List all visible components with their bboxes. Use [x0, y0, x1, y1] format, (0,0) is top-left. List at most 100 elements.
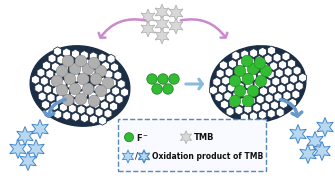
Polygon shape [47, 93, 55, 102]
Polygon shape [253, 103, 261, 112]
Polygon shape [71, 49, 79, 58]
Polygon shape [10, 139, 26, 159]
Polygon shape [99, 77, 107, 86]
Polygon shape [262, 102, 270, 111]
Polygon shape [98, 116, 106, 125]
Polygon shape [92, 99, 99, 108]
Polygon shape [241, 50, 249, 59]
Circle shape [82, 63, 94, 75]
Polygon shape [41, 77, 48, 85]
Polygon shape [233, 90, 241, 99]
Polygon shape [78, 66, 86, 75]
Polygon shape [271, 101, 279, 110]
Polygon shape [51, 101, 58, 111]
Polygon shape [58, 79, 66, 88]
Polygon shape [243, 65, 251, 74]
Circle shape [241, 55, 253, 67]
Polygon shape [73, 73, 80, 82]
Polygon shape [286, 83, 294, 92]
Polygon shape [246, 57, 254, 66]
Polygon shape [65, 96, 73, 105]
Circle shape [90, 73, 102, 85]
Polygon shape [267, 109, 275, 118]
Polygon shape [109, 78, 116, 87]
Circle shape [51, 75, 63, 87]
Polygon shape [97, 92, 105, 101]
Polygon shape [299, 73, 307, 82]
Polygon shape [43, 61, 50, 70]
Circle shape [152, 84, 162, 94]
Circle shape [242, 95, 254, 107]
Polygon shape [254, 80, 262, 88]
Polygon shape [55, 71, 63, 80]
Polygon shape [110, 102, 118, 111]
Polygon shape [218, 84, 226, 94]
Circle shape [56, 65, 68, 77]
Polygon shape [155, 4, 169, 20]
Circle shape [75, 93, 87, 105]
Polygon shape [49, 78, 57, 87]
Polygon shape [117, 79, 125, 88]
Text: Oxidation product of TMB: Oxidation product of TMB [152, 152, 263, 161]
Polygon shape [105, 70, 113, 79]
Polygon shape [281, 76, 289, 85]
Polygon shape [261, 63, 269, 72]
Polygon shape [94, 84, 102, 93]
Polygon shape [44, 85, 52, 94]
Polygon shape [85, 83, 93, 92]
Circle shape [88, 57, 100, 69]
Polygon shape [220, 61, 227, 70]
Polygon shape [250, 49, 258, 58]
Polygon shape [54, 110, 62, 119]
Polygon shape [79, 90, 87, 99]
Polygon shape [266, 70, 274, 79]
Polygon shape [314, 142, 330, 160]
Polygon shape [63, 111, 71, 120]
Circle shape [95, 85, 107, 97]
Polygon shape [169, 5, 183, 21]
Polygon shape [96, 69, 104, 77]
Polygon shape [62, 87, 69, 96]
Circle shape [62, 55, 74, 67]
Circle shape [158, 74, 168, 84]
Polygon shape [103, 85, 111, 94]
Polygon shape [232, 51, 240, 60]
Circle shape [75, 55, 87, 67]
Polygon shape [84, 59, 92, 68]
Polygon shape [68, 104, 76, 113]
Polygon shape [258, 71, 265, 80]
Polygon shape [290, 74, 297, 84]
Polygon shape [69, 65, 77, 74]
Polygon shape [37, 68, 45, 77]
Polygon shape [226, 107, 234, 116]
Polygon shape [282, 52, 290, 61]
Polygon shape [258, 110, 266, 119]
Circle shape [254, 57, 266, 69]
Circle shape [82, 83, 94, 95]
Circle shape [242, 73, 254, 85]
Circle shape [56, 84, 68, 96]
Polygon shape [42, 100, 50, 109]
Polygon shape [57, 55, 65, 64]
Polygon shape [35, 84, 43, 93]
Polygon shape [287, 59, 295, 68]
Polygon shape [272, 77, 280, 86]
Circle shape [95, 65, 107, 77]
Polygon shape [155, 16, 169, 32]
Ellipse shape [210, 46, 306, 122]
Polygon shape [48, 54, 56, 63]
Polygon shape [252, 64, 260, 73]
Polygon shape [102, 61, 110, 70]
Polygon shape [290, 125, 306, 143]
Polygon shape [72, 112, 80, 121]
Polygon shape [259, 47, 267, 56]
Polygon shape [46, 69, 54, 78]
Polygon shape [256, 95, 264, 104]
Polygon shape [247, 96, 255, 105]
Polygon shape [276, 108, 284, 117]
Polygon shape [169, 18, 183, 34]
Polygon shape [229, 99, 237, 108]
Circle shape [64, 73, 76, 85]
Polygon shape [236, 82, 244, 91]
Polygon shape [64, 72, 72, 81]
